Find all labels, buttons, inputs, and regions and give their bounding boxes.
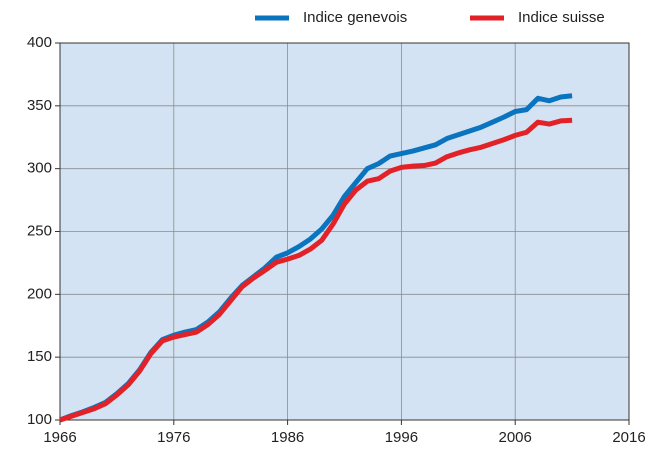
y-tick-label: 350 — [27, 97, 52, 114]
x-tick-label: 1996 — [385, 429, 418, 446]
x-tick-label: 2006 — [499, 429, 532, 446]
y-tick-label: 150 — [27, 348, 52, 365]
y-tick-label: 400 — [27, 34, 52, 51]
legend-label: Indice suisse — [518, 9, 605, 26]
y-tick-label: 300 — [27, 160, 52, 177]
x-tick-label: 1976 — [157, 429, 190, 446]
plot-border — [59, 42, 630, 421]
legend-label: Indice genevois — [303, 9, 407, 26]
x-tick-label: 1986 — [271, 429, 304, 446]
y-tick-label: 200 — [27, 285, 52, 302]
x-tick-label: 2016 — [612, 429, 645, 446]
data-line — [59, 117, 573, 423]
y-tick-label: 100 — [27, 411, 52, 428]
y-tick-label: 250 — [27, 222, 52, 239]
x-tick-label: 1966 — [43, 429, 76, 446]
